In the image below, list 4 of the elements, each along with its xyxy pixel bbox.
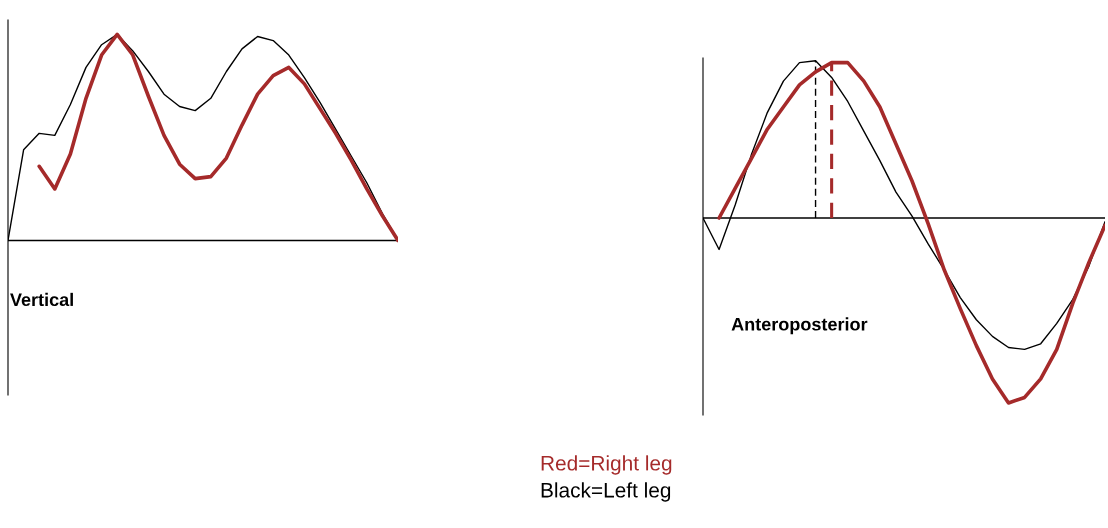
text: Vertical bbox=[10, 292, 73, 307]
text: Red=Right leg bbox=[541, 455, 672, 475]
text: Anteroposterior bbox=[731, 317, 868, 335]
text: Black=Left leg bbox=[541, 482, 671, 502]
